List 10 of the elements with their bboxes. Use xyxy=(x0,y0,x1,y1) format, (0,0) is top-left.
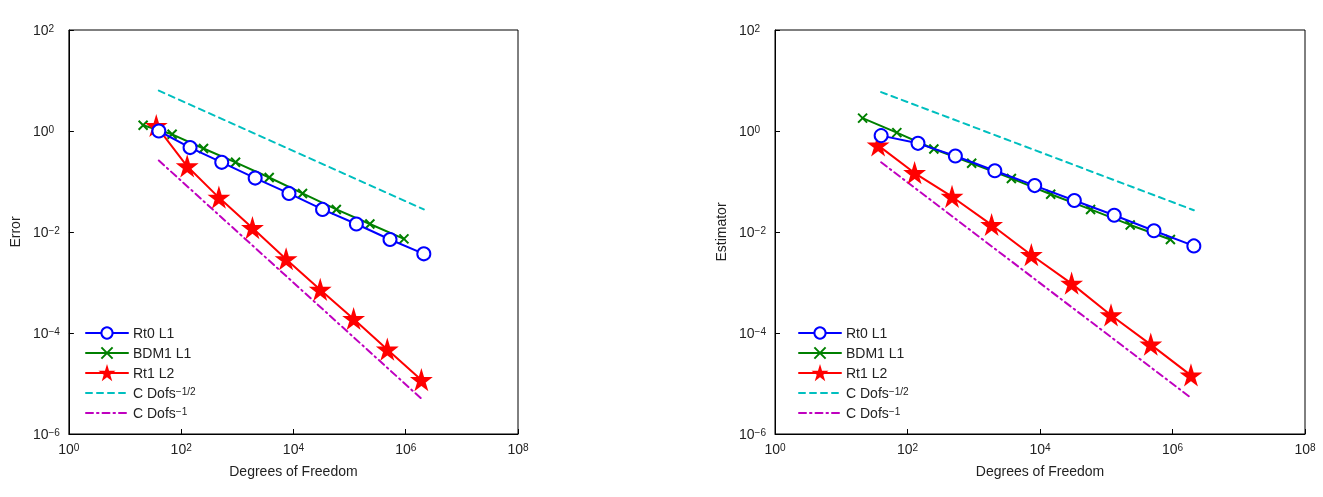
legend-label: Rt0 L1 xyxy=(846,325,888,341)
legend-label: Rt1 L2 xyxy=(846,365,888,381)
y-axis-title: Error xyxy=(7,216,23,248)
legend-label: BDM1 L1 xyxy=(846,345,905,361)
x-axis-title: Degrees of Freedom xyxy=(229,463,358,479)
x-axis-title: Degrees of Freedom xyxy=(975,463,1105,479)
legend-label: Rt1 L2 xyxy=(133,365,175,381)
y-axis-title: Estimator xyxy=(713,202,730,262)
legend-label: Rt0 L1 xyxy=(133,325,175,341)
legend-label: BDM1 L1 xyxy=(133,345,192,361)
